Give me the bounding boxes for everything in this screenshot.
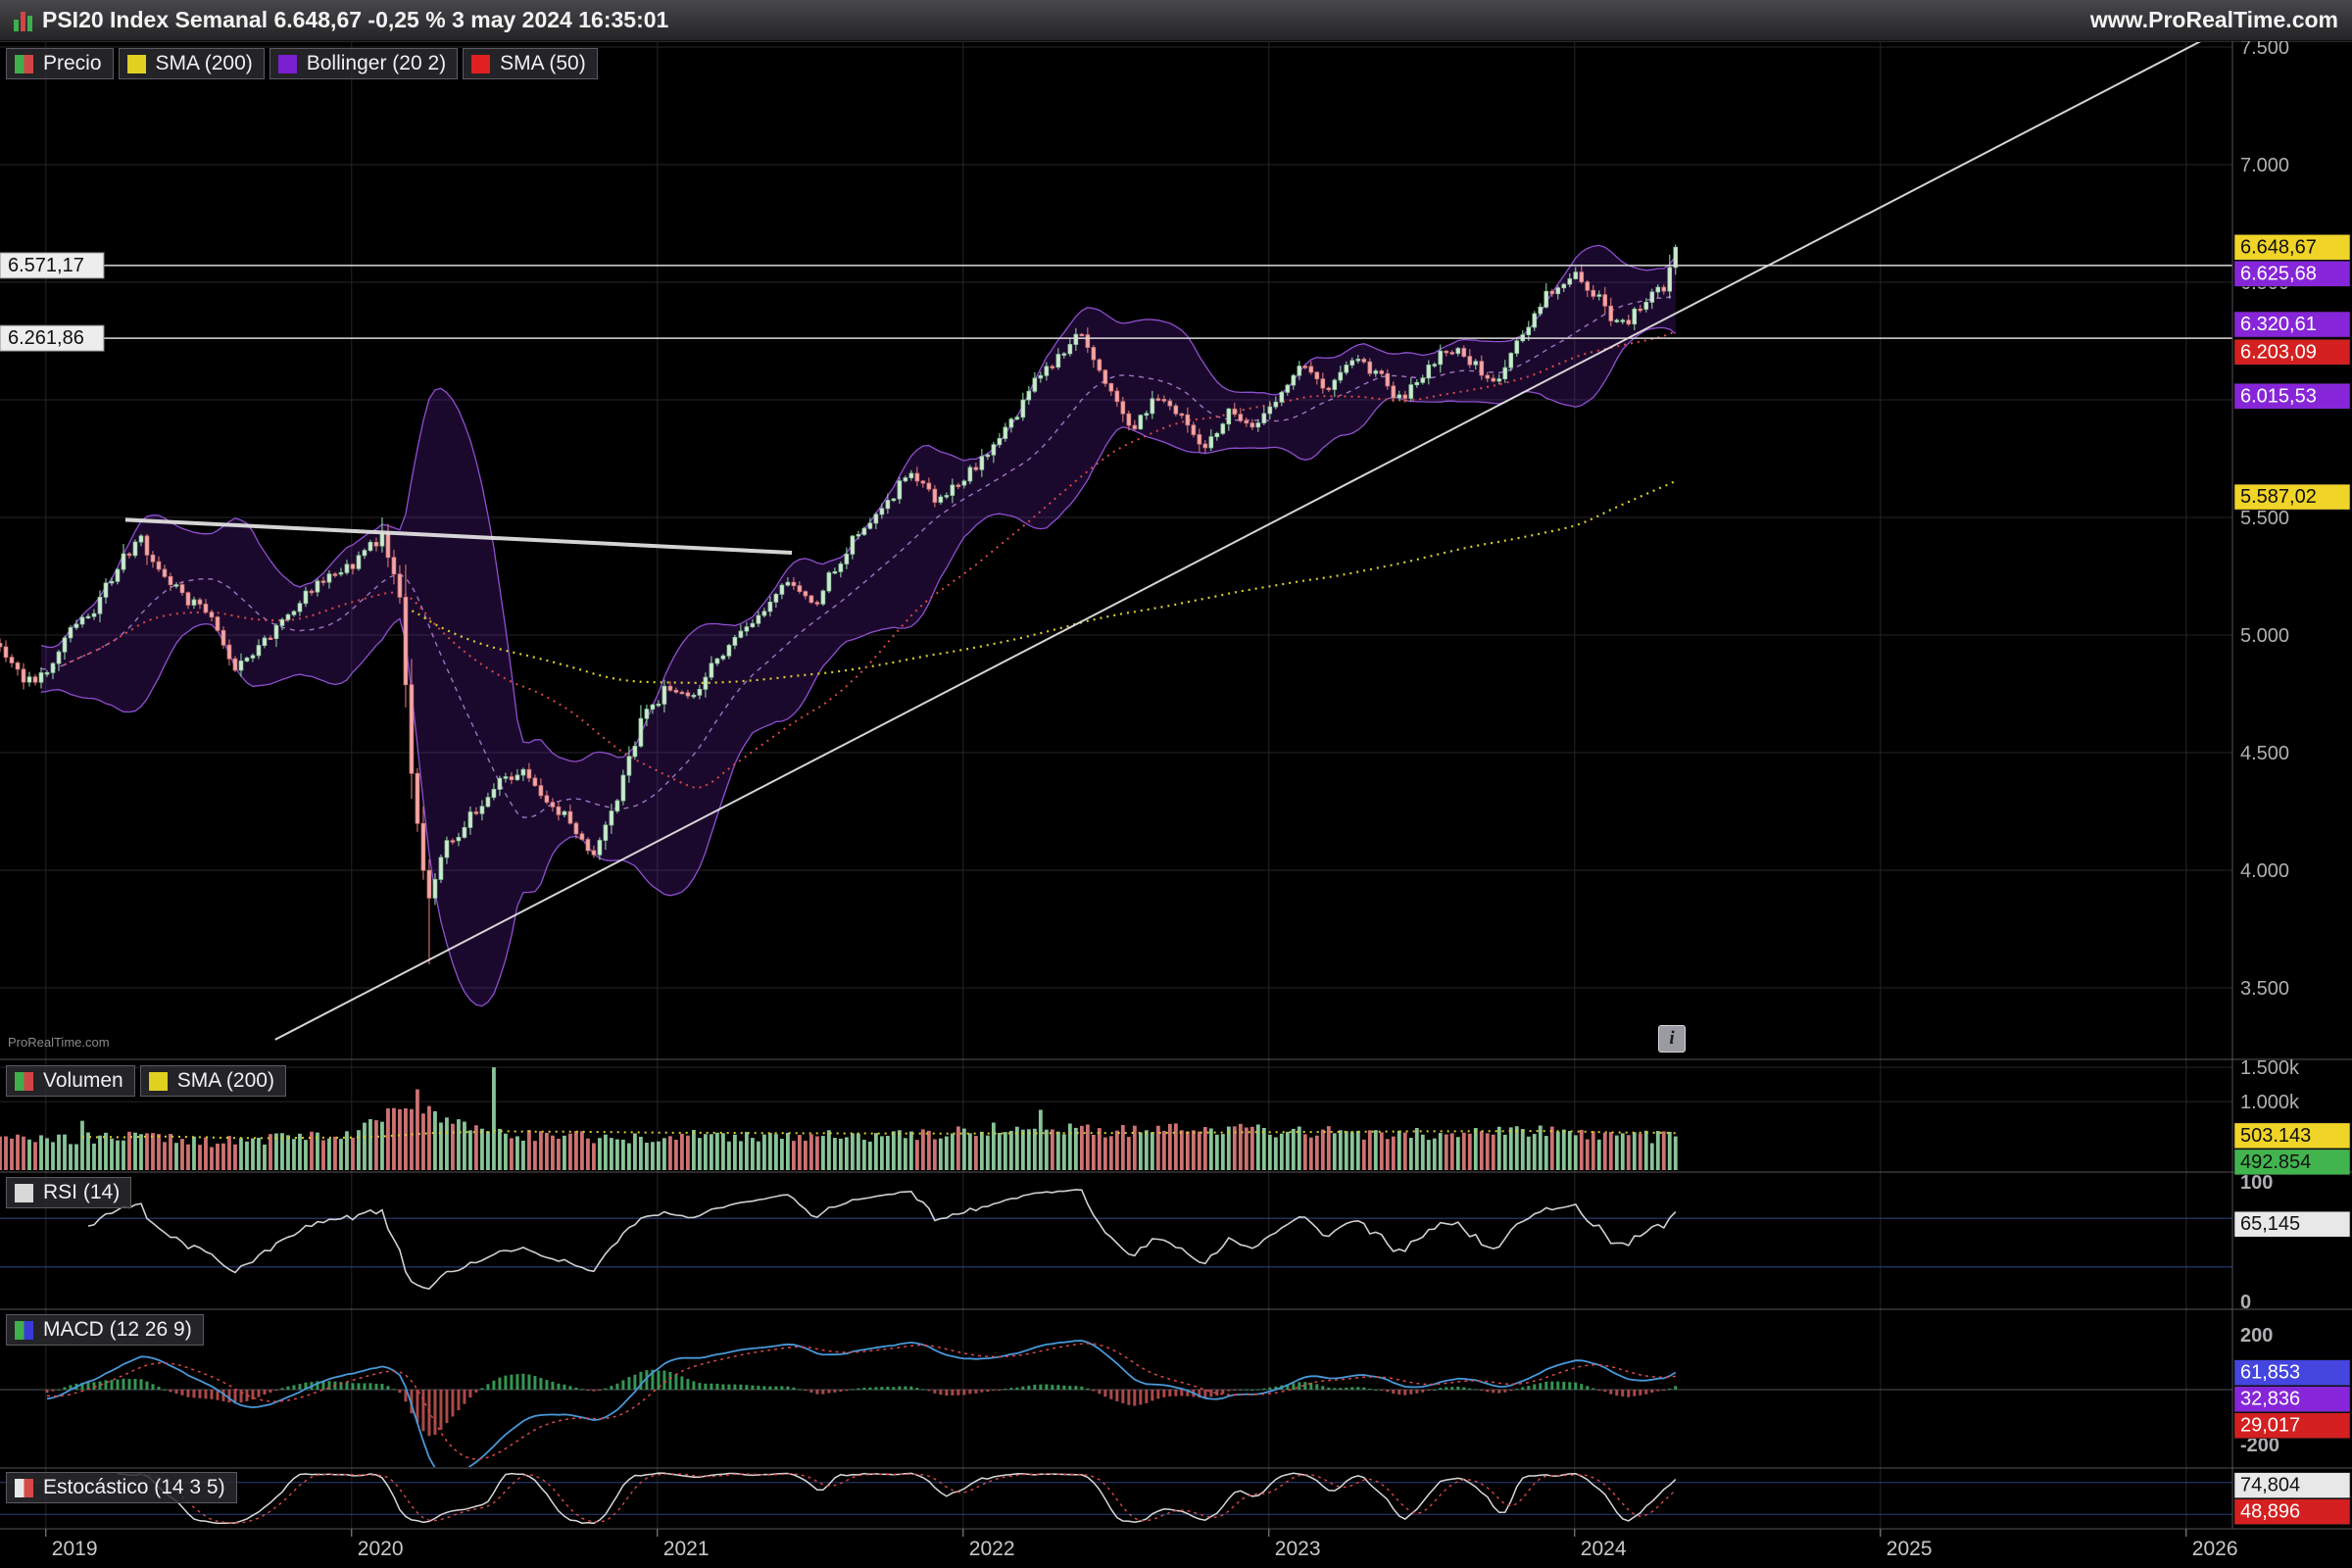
- svg-text:74,804: 74,804: [2240, 1475, 2300, 1496]
- legend-label: Precio: [43, 52, 102, 74]
- svg-text:48,896: 48,896: [2240, 1501, 2300, 1523]
- svg-text:1.500k: 1.500k: [2240, 1057, 2300, 1079]
- svg-text:7.000: 7.000: [2240, 155, 2289, 176]
- legend-label: SMA (50): [500, 52, 586, 74]
- svg-text:5.587,02: 5.587,02: [2240, 486, 2317, 508]
- svg-text:2022: 2022: [969, 1538, 1015, 1560]
- svg-text:6.648,67: 6.648,67: [2240, 236, 2317, 258]
- legend-label: Bollinger (20 2): [306, 52, 447, 74]
- legend-label: MACD (12 26 9): [43, 1318, 192, 1341]
- svg-text:4.500: 4.500: [2240, 743, 2289, 764]
- legend-estocastico[interactable]: Estocástico (14 3 5): [6, 1472, 237, 1503]
- svg-text:5.500: 5.500: [2240, 508, 2289, 529]
- svg-text:100: 100: [2240, 1172, 2273, 1194]
- svg-text:2021: 2021: [663, 1538, 710, 1560]
- sma200-chip-icon: [125, 53, 147, 74]
- svg-text:4.000: 4.000: [2240, 860, 2289, 882]
- legend-sma50[interactable]: SMA (50): [463, 48, 598, 79]
- svg-text:0: 0: [2240, 1292, 2251, 1313]
- legend-bollinger[interactable]: Bollinger (20 2): [269, 48, 459, 79]
- chart-icon: [14, 10, 32, 31]
- legend-label: Volumen: [43, 1069, 123, 1092]
- svg-text:200: 200: [2240, 1325, 2273, 1347]
- legend-volumen[interactable]: Volumen: [6, 1065, 135, 1097]
- legend-label: Estocástico (14 3 5): [43, 1476, 225, 1498]
- svg-text:-200: -200: [2240, 1435, 2279, 1456]
- price-pane-legend: Precio SMA (200) Bollinger (20 2) SMA (5…: [6, 48, 598, 79]
- svg-text:5.000: 5.000: [2240, 625, 2289, 647]
- info-icon[interactable]: i: [1658, 1025, 1686, 1053]
- rsi-pane-legend: RSI (14): [6, 1177, 132, 1208]
- macd-pane-legend: MACD (12 26 9): [6, 1314, 204, 1346]
- estocastico-chip-icon: [14, 1477, 34, 1498]
- svg-text:6.571,17: 6.571,17: [8, 255, 84, 276]
- legend-sma200[interactable]: SMA (200): [118, 48, 265, 79]
- legend-label: SMA (200): [176, 1069, 274, 1092]
- svg-text:3.500: 3.500: [2240, 978, 2289, 1000]
- legend-volume-sma200[interactable]: SMA (200): [139, 1065, 286, 1097]
- svg-text:6.625,68: 6.625,68: [2240, 263, 2317, 284]
- svg-text:7.500: 7.500: [2240, 37, 2289, 59]
- svg-text:6.261,86: 6.261,86: [8, 327, 84, 349]
- svg-text:6.203,09: 6.203,09: [2240, 341, 2317, 363]
- svg-text:492.854: 492.854: [2240, 1152, 2311, 1173]
- volumen-chip-icon: [14, 1070, 34, 1092]
- volume-sma200-chip-icon: [147, 1070, 169, 1092]
- svg-text:65,145: 65,145: [2240, 1213, 2300, 1235]
- legend-macd[interactable]: MACD (12 26 9): [6, 1314, 204, 1346]
- bollinger-chip-icon: [276, 53, 298, 74]
- svg-text:6.015,53: 6.015,53: [2240, 385, 2317, 407]
- legend-rsi[interactable]: RSI (14): [6, 1177, 132, 1208]
- svg-text:2020: 2020: [358, 1538, 404, 1560]
- title-bar: PSI20 Index Semanal 6.648,67 -0,25 % 3 m…: [0, 0, 2352, 41]
- legend-precio[interactable]: Precio: [6, 48, 114, 79]
- svg-text:503.143: 503.143: [2240, 1125, 2311, 1147]
- chart-title: PSI20 Index Semanal 6.648,67 -0,25 % 3 m…: [42, 7, 669, 32]
- svg-text:2024: 2024: [1581, 1538, 1627, 1560]
- sma50-chip-icon: [470, 53, 492, 74]
- rsi-chip-icon: [14, 1182, 34, 1203]
- svg-text:1.000k: 1.000k: [2240, 1092, 2300, 1113]
- svg-text:32,836: 32,836: [2240, 1389, 2300, 1410]
- legend-label: RSI (14): [43, 1181, 121, 1203]
- legend-label: SMA (200): [155, 52, 253, 74]
- svg-text:6.320,61: 6.320,61: [2240, 314, 2317, 335]
- svg-text:2025: 2025: [1886, 1538, 1933, 1560]
- watermark: ProRealTime.com: [8, 1035, 110, 1050]
- site-link[interactable]: www.ProRealTime.com: [2089, 7, 2338, 32]
- svg-text:2019: 2019: [52, 1538, 98, 1560]
- macd-chip-icon: [14, 1319, 34, 1341]
- stochastic-pane-legend: Estocástico (14 3 5): [6, 1472, 237, 1503]
- svg-text:2023: 2023: [1275, 1538, 1321, 1560]
- svg-text:61,853: 61,853: [2240, 1362, 2300, 1384]
- volume-pane-legend: Volumen SMA (200): [6, 1065, 286, 1097]
- svg-text:29,017: 29,017: [2240, 1415, 2300, 1437]
- precio-chip-icon: [14, 53, 34, 74]
- svg-text:2026: 2026: [2192, 1538, 2238, 1560]
